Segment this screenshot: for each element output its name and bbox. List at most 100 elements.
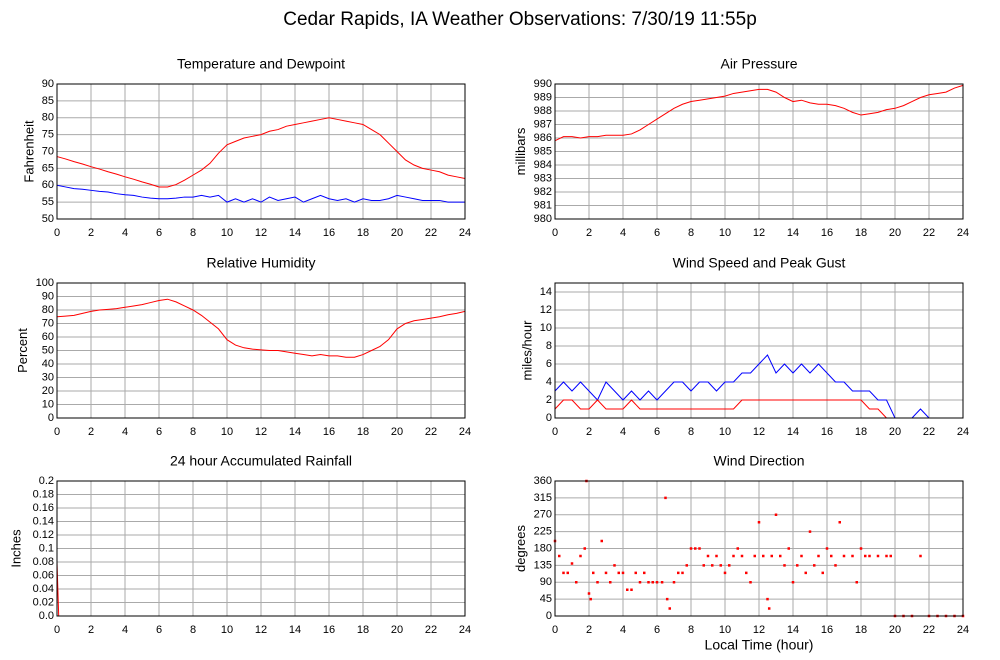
- y-tick-label: 0.1: [39, 542, 54, 554]
- chart-title: Relative Humidity: [207, 255, 316, 271]
- x-tick-label: 6: [654, 426, 660, 438]
- data-point: [660, 581, 664, 584]
- x-tick-label: 20: [889, 227, 901, 239]
- x-tick-label: 6: [156, 227, 162, 239]
- y-tick-label: 0.02: [33, 596, 54, 608]
- data-point: [855, 581, 858, 584]
- chart-title: Wind Speed and Peak Gust: [673, 255, 846, 271]
- x-tick-label: 8: [688, 227, 694, 239]
- data-point: [817, 554, 820, 558]
- x-tick-label: 0: [552, 624, 558, 636]
- x-tick-label: 2: [88, 624, 94, 636]
- x-tick-label: 24: [957, 227, 969, 239]
- y-tick-label: 0.0: [39, 610, 54, 622]
- y-tick-label: 983: [534, 172, 552, 184]
- x-tick-label: 8: [190, 624, 196, 636]
- x-tick-label: 20: [391, 426, 403, 438]
- x-tick-label: 2: [88, 227, 94, 239]
- data-point: [851, 554, 854, 558]
- data-point: [736, 547, 739, 550]
- data-point: [838, 521, 841, 524]
- data-point: [647, 581, 650, 584]
- data-point: [834, 564, 837, 567]
- y-tick-label: 60: [42, 331, 54, 343]
- x-tick-label: 16: [821, 227, 833, 239]
- data-point: [566, 571, 569, 575]
- x-tick-label: 16: [323, 624, 335, 636]
- plot-border: [554, 282, 964, 419]
- x-tick-label: 16: [821, 624, 833, 636]
- x-tick-label: 14: [289, 227, 301, 239]
- x-tick-label: 14: [289, 624, 301, 636]
- data-point: [672, 581, 676, 584]
- data-point: [774, 513, 778, 516]
- y-tick-label: 0.06: [33, 569, 54, 581]
- y-tick-label: 80: [42, 112, 54, 124]
- x-tick-label: 14: [787, 227, 799, 239]
- x-tick-label: 22: [923, 227, 935, 239]
- data-point: [570, 562, 574, 565]
- data-line: [554, 84, 964, 142]
- x-tick-label: 8: [688, 426, 694, 438]
- x-tick-label: 18: [357, 227, 369, 239]
- y-tick-label: 70: [42, 145, 54, 157]
- x-tick-label: 10: [719, 426, 731, 438]
- x-tick-label: 4: [122, 624, 128, 636]
- chart-title: Wind Direction: [713, 453, 804, 469]
- data-point: [634, 571, 637, 575]
- y-axis-label: miles/hour: [519, 320, 534, 381]
- data-point: [791, 581, 795, 584]
- x-tick-label: 4: [122, 227, 128, 239]
- data-point: [728, 564, 731, 567]
- data-point: [681, 571, 684, 575]
- x-tick-label: 2: [586, 426, 592, 438]
- y-axis-label: degrees: [513, 525, 528, 572]
- y-tick-label: 0.08: [33, 556, 54, 568]
- y-tick-label: 80: [42, 304, 54, 316]
- x-tick-label: 16: [323, 426, 335, 438]
- data-point: [808, 530, 812, 533]
- y-tick-label: 985: [534, 145, 552, 157]
- y-tick-label: 55: [42, 196, 54, 208]
- data-point: [604, 571, 608, 575]
- y-tick-label: 180: [534, 542, 552, 554]
- x-tick-label: 2: [88, 426, 94, 438]
- data-point: [665, 597, 669, 601]
- plot-border: [554, 480, 964, 617]
- y-tick-label: 989: [534, 91, 552, 103]
- y-tick-label: 0.2: [39, 475, 54, 487]
- data-point: [643, 571, 646, 575]
- x-tick-label: 6: [156, 426, 162, 438]
- x-tick-label: 22: [923, 624, 935, 636]
- y-tick-label: 270: [534, 509, 552, 521]
- x-tick-label: 12: [753, 426, 765, 438]
- plot-border: [554, 83, 964, 220]
- x-tick-label: 10: [221, 426, 233, 438]
- y-tick-label: 6: [546, 358, 552, 370]
- data-point: [592, 571, 595, 575]
- data-point: [558, 554, 561, 558]
- plot-border: [56, 282, 466, 419]
- x-tick-label: 2: [586, 624, 592, 636]
- data-line: [56, 184, 465, 203]
- y-tick-label: 100: [36, 277, 54, 289]
- x-tick-label: 24: [459, 227, 471, 239]
- data-point: [842, 554, 846, 558]
- data-point: [685, 564, 688, 567]
- data-point: [859, 547, 863, 550]
- x-tick-label: 2: [586, 227, 592, 239]
- x-tick-label: 8: [688, 624, 694, 636]
- x-tick-label: 14: [787, 624, 799, 636]
- y-tick-label: 10: [42, 398, 54, 410]
- y-tick-label: 0.04: [33, 583, 54, 595]
- x-tick-label: 6: [654, 227, 660, 239]
- x-tick-label: 20: [391, 624, 403, 636]
- chart-title: Air Pressure: [720, 56, 797, 72]
- data-point: [813, 564, 816, 567]
- data-point: [668, 607, 671, 610]
- y-tick-label: 8: [546, 340, 552, 352]
- y-tick-label: 90: [42, 290, 54, 302]
- data-point: [589, 597, 592, 601]
- data-point: [864, 554, 867, 558]
